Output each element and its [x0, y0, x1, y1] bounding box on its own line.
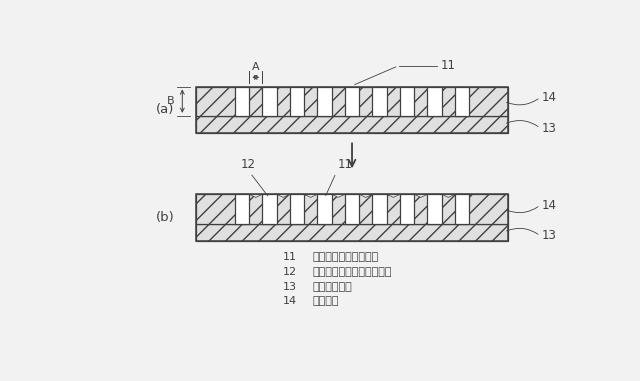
Text: B: B [167, 96, 175, 106]
Text: 11: 11 [283, 253, 297, 263]
Bar [454, 194, 469, 224]
Bar [428, 86, 442, 116]
Bar [196, 194, 508, 240]
Text: 13: 13 [542, 229, 557, 242]
Text: 14: 14 [283, 296, 297, 306]
Text: 12: 12 [283, 267, 297, 277]
Bar [196, 224, 508, 240]
Bar [372, 194, 387, 224]
Bar [317, 194, 332, 224]
Polygon shape [305, 194, 317, 197]
Text: (b): (b) [156, 211, 175, 224]
Polygon shape [277, 194, 290, 197]
Text: トレンチ: トレンチ [312, 296, 339, 306]
Polygon shape [332, 194, 345, 197]
Text: 14: 14 [542, 91, 557, 104]
Bar [235, 194, 250, 224]
Bar [428, 194, 442, 224]
Polygon shape [250, 194, 262, 197]
Text: 柱状エピタキシャル層: 柱状エピタキシャル層 [312, 253, 379, 263]
Bar [400, 194, 415, 224]
Text: (a): (a) [156, 103, 175, 116]
Text: A: A [252, 62, 260, 72]
Bar [317, 86, 332, 116]
Bar [290, 194, 305, 224]
Bar [400, 86, 415, 116]
Bar [235, 86, 250, 116]
Bar [196, 86, 508, 133]
Polygon shape [442, 194, 454, 197]
Bar [262, 194, 277, 224]
Polygon shape [415, 194, 428, 197]
Text: 11: 11 [441, 59, 456, 72]
Text: シリコン基板: シリコン基板 [312, 282, 352, 292]
Bar [196, 194, 508, 224]
Text: 12: 12 [240, 158, 255, 171]
Bar [262, 86, 277, 116]
Text: 13: 13 [283, 282, 297, 292]
Text: 埋め込みエピタキシャル層: 埋め込みエピタキシャル層 [312, 267, 392, 277]
Text: 14: 14 [542, 199, 557, 211]
Bar [345, 86, 360, 116]
Text: 13: 13 [542, 122, 557, 134]
Bar [196, 86, 508, 116]
Polygon shape [360, 194, 372, 197]
Bar [454, 86, 469, 116]
Bar [196, 116, 508, 133]
Bar [290, 86, 305, 116]
Bar [372, 86, 387, 116]
Polygon shape [387, 194, 400, 197]
Bar [345, 194, 360, 224]
Text: 11: 11 [338, 158, 353, 171]
